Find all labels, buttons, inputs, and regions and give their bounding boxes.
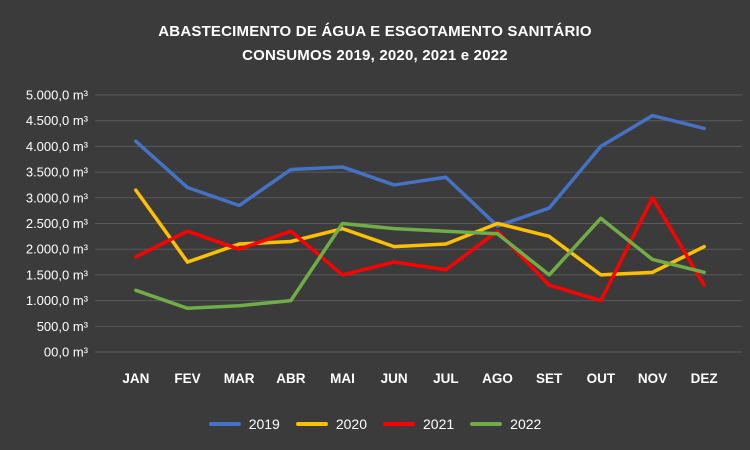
legend-line-swatch-2020 (295, 422, 328, 426)
y-axis-tick-label: 500,0 m³ (37, 319, 89, 334)
x-axis-tick-label: JUN (381, 371, 408, 386)
legend-label-2022: 2022 (510, 416, 542, 432)
legend-item-2021: 2021 (383, 416, 454, 432)
y-axis-tick-label: 3.500,0 m³ (26, 165, 89, 180)
y-axis-tick-label: 2.500,0 m³ (26, 216, 89, 231)
y-axis-tick-label: 4.500,0 m³ (26, 113, 89, 128)
y-axis-tick-label: 00,0 m³ (44, 345, 89, 360)
legend-label-2019: 2019 (248, 416, 280, 432)
series-line-2021 (134, 196, 706, 303)
x-axis-tick-label: OUT (587, 371, 616, 386)
legend-item-2022: 2022 (470, 416, 541, 432)
x-axis-tick-label: FEV (174, 371, 200, 386)
x-axis-tick-label: MAI (330, 371, 355, 386)
x-axis-tick-label: JUL (433, 371, 459, 386)
legend-line-swatch-2021 (383, 422, 415, 426)
y-axis-tick-label: 1.000,0 m³ (26, 293, 89, 308)
chart-title-line1: ABASTECIMENTO DE ÁGUA E ESGOTAMENTO SANI… (158, 23, 592, 40)
y-axis-tick-label: 2.000,0 m³ (26, 242, 89, 257)
chart-legend: 2019 2020 2021 2022 (0, 416, 750, 432)
chart-title-line2: CONSUMOS 2019, 2020, 2021 e 2022 (242, 47, 508, 64)
x-axis-tick-label: AGO (482, 371, 513, 386)
series-line-2019 (134, 113, 706, 228)
chart-title: ABASTECIMENTO DE ÁGUA E ESGOTAMENTO SANI… (0, 20, 750, 68)
legend-label-2020: 2020 (335, 416, 367, 432)
series-line-2022 (134, 216, 706, 311)
x-axis-tick-label: JAN (122, 371, 149, 386)
legend-item-2020: 2020 (295, 416, 367, 432)
y-axis-tick-label: 5.000,0 m³ (26, 88, 89, 103)
legend-item-2019: 2019 (208, 416, 280, 432)
y-axis-tick-label: 4.000,0 m³ (26, 139, 89, 154)
x-axis-tick-label: SET (536, 371, 563, 386)
x-axis-tick-label: ABR (276, 371, 305, 386)
legend-label-2021: 2021 (423, 416, 455, 432)
x-axis-tick-label: NOV (638, 371, 667, 386)
y-axis-tick-label: 3.000,0 m³ (26, 190, 89, 205)
legend-line-swatch-2022 (470, 422, 503, 426)
y-axis-tick-label: 1.500,0 m³ (26, 267, 89, 282)
legend-line-swatch-2019 (208, 422, 241, 426)
x-axis-tick-label: DEZ (691, 371, 718, 386)
x-axis-tick-label: MAR (224, 371, 255, 386)
